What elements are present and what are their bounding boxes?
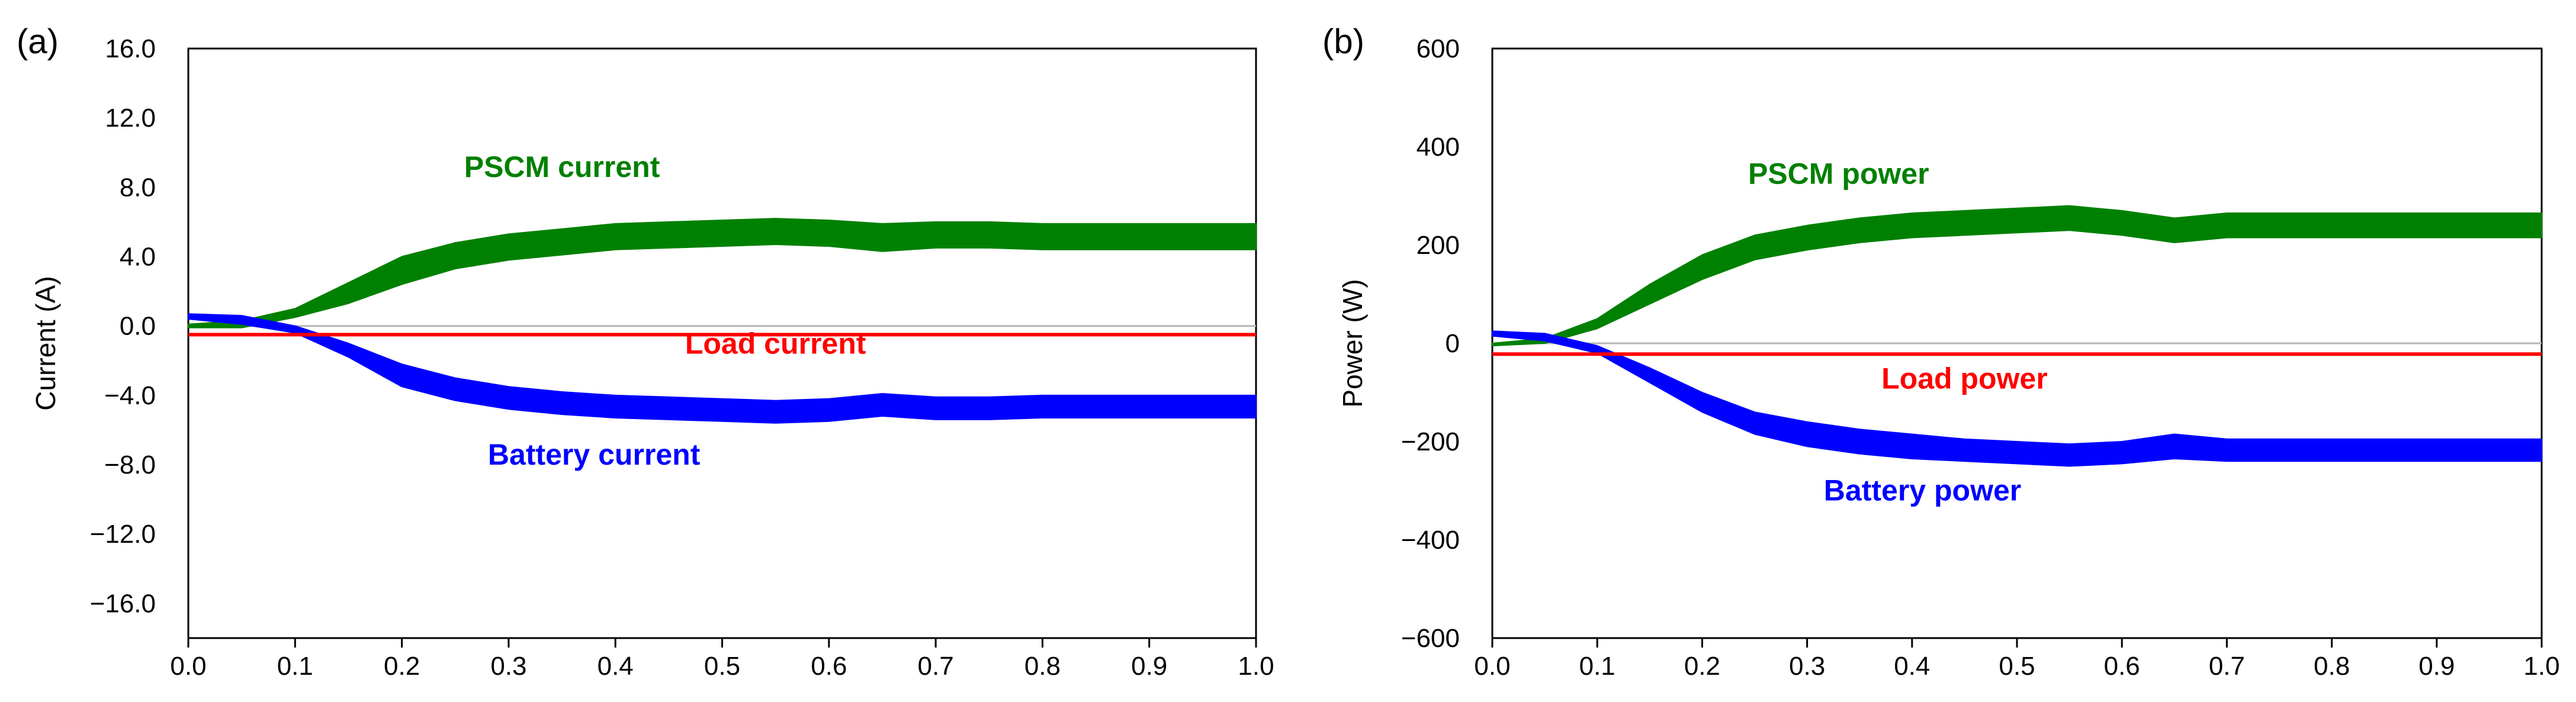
x-tick-label: 0.2: [384, 652, 420, 681]
x-tick-label: 0.9: [1131, 652, 1167, 681]
x-tick-label: 1.0: [2523, 652, 2559, 681]
y-tick-label: −200: [1401, 427, 1460, 456]
pscm-current-band: [188, 218, 1257, 329]
x-tick-label: 0.0: [1474, 652, 1510, 681]
series-annotation: PSCM current: [464, 150, 660, 183]
battery-power-band: [1492, 330, 2542, 467]
plot-frame: [187, 47, 1257, 639]
y-axis-label: Current (A): [30, 276, 61, 410]
plot-area: [1491, 47, 2543, 639]
panel-b: (b) Power (W) 600 400 200 0 −200 −400 −600 0.0…: [1322, 22, 2560, 681]
panel-label: (a): [17, 22, 59, 61]
x-tick-label: 0.3: [1789, 652, 1825, 681]
y-tick-label: −12.0: [90, 520, 156, 549]
x-tick-label: 0.6: [2104, 652, 2140, 681]
y-tick-label: −400: [1401, 526, 1460, 555]
series-annotation: Battery current: [488, 438, 701, 471]
y-tick-label: 0: [1446, 329, 1460, 358]
y-tick-label: 12.0: [105, 104, 156, 133]
x-tick-labels: 0.0 0.1 0.2 0.3 0.4 0.5 0.6 0.7 0.8 0.9 1.0: [170, 638, 1274, 681]
x-tick-label: 0.3: [490, 652, 526, 681]
panel-label: (b): [1322, 22, 1364, 61]
x-tick-label: 1.0: [1238, 652, 1274, 681]
y-tick-labels: 16.0 12.0 8.0 4.0 0.0 −4.0 −8.0 −12.0 −16.0: [90, 34, 156, 618]
x-tick-labels: 0.0 0.1 0.2 0.3 0.4 0.5 0.6 0.7 0.8 0.9 1.0: [1474, 638, 2560, 681]
x-tick-label: 0.8: [2314, 652, 2350, 681]
x-tick-label: 0.9: [2418, 652, 2455, 681]
x-tick-label: 0.5: [704, 652, 740, 681]
plot-area: [187, 47, 1257, 639]
x-tick-label: 0.6: [811, 652, 847, 681]
y-tick-label: −600: [1401, 624, 1460, 653]
x-tick-label: 0.1: [1579, 652, 1615, 681]
y-tick-label: 0.0: [120, 312, 156, 341]
x-tick-label: 0.5: [1999, 652, 2035, 681]
x-tick-label: 0.2: [1684, 652, 1720, 681]
x-tick-label: 0.0: [170, 652, 206, 681]
y-tick-label: 16.0: [105, 34, 156, 63]
x-tick-label: 0.1: [277, 652, 313, 681]
panel-a: (a) Current (A) 16.0 12.0 8.0 4.0 0.0 −4.0 −8.…: [17, 22, 1274, 681]
series-annotations: PSCM power Load power Battery power: [1748, 157, 2048, 507]
x-tick-label: 0.4: [598, 652, 634, 681]
y-tick-label: 400: [1417, 133, 1460, 162]
y-tick-label: 200: [1417, 231, 1460, 260]
y-tick-label: −4.0: [104, 381, 156, 410]
battery-current-band: [188, 313, 1257, 424]
x-tick-label: 0.7: [918, 652, 954, 681]
series-annotation: Load current: [685, 327, 866, 360]
x-tick-label: 0.8: [1024, 652, 1061, 681]
x-tick-label: 0.4: [1894, 652, 1930, 681]
y-tick-label: 4.0: [120, 243, 156, 272]
y-tick-label: −8.0: [104, 450, 156, 479]
pscm-power-band: [1492, 205, 2542, 347]
y-tick-labels: 600 400 200 0 −200 −400 −600: [1401, 34, 1460, 653]
y-tick-label: 600: [1417, 34, 1460, 63]
series-annotation: Battery power: [1824, 474, 2021, 507]
y-tick-label: −16.0: [90, 589, 156, 618]
y-axis-label: Power (W): [1337, 279, 1368, 407]
series-annotation: PSCM power: [1748, 157, 1929, 190]
series-annotation: Load power: [1881, 362, 2048, 395]
y-tick-label: 8.0: [120, 173, 156, 202]
x-tick-label: 0.7: [2209, 652, 2245, 681]
series-annotations: PSCM current Load current Battery current: [464, 150, 866, 471]
